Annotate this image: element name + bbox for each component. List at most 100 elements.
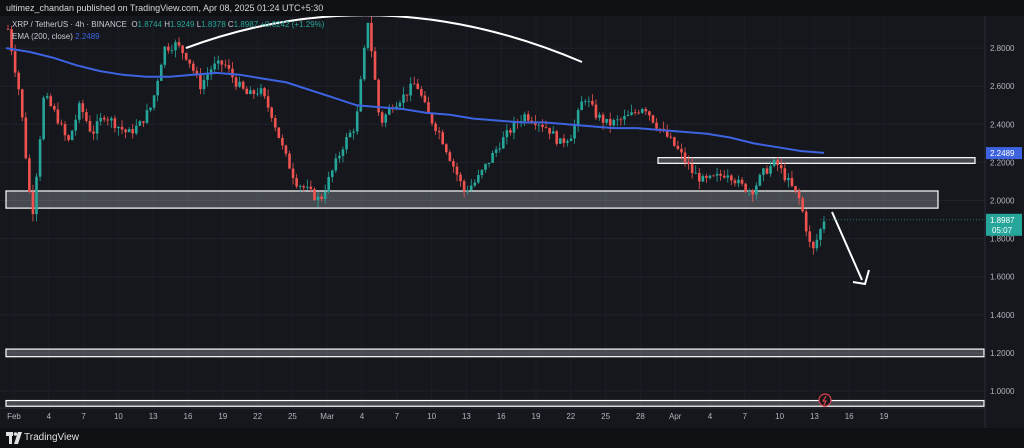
candle-body [220, 60, 224, 65]
candle-body [138, 121, 142, 126]
price-tick-label: 1.0000 [990, 387, 1015, 396]
candle-body [56, 109, 60, 124]
price-tick-label: 2.4000 [990, 120, 1015, 129]
high-value: 1.9249 [170, 20, 195, 29]
candle-body [13, 51, 17, 73]
candle-body [694, 172, 698, 174]
candle-body [726, 175, 730, 178]
price-badge [986, 213, 1022, 236]
candle-body [277, 127, 281, 139]
candle-body [812, 241, 815, 249]
candle-body [559, 138, 562, 144]
symbol-legend: XRP / TetherUS · 4h · BINANCE O1.8744 H1… [12, 20, 324, 29]
time-tick-label: 13 [149, 412, 158, 421]
candle-body [345, 137, 348, 150]
candle-body [434, 123, 437, 132]
candle-body [191, 63, 195, 71]
close-value: 1.8987 [233, 20, 259, 29]
candle-body [676, 145, 680, 149]
candle-body [683, 152, 687, 163]
footer-brand: TradingView [24, 432, 80, 443]
candle-body [63, 124, 67, 136]
candle-body [159, 64, 163, 81]
zone-1 [657, 157, 976, 164]
candle-body [484, 163, 487, 170]
candle-body [377, 79, 380, 113]
candle-body [779, 164, 783, 169]
candle-body [665, 129, 669, 137]
lightning-icon[interactable] [818, 393, 832, 407]
candle-body [238, 81, 241, 87]
time-tick-label: 4 [47, 412, 52, 421]
candle-body [790, 177, 794, 187]
time-tick-label: 19 [880, 412, 889, 421]
candle-body [134, 125, 138, 134]
candle-body [608, 118, 612, 126]
candle-body [263, 88, 266, 97]
candle-body [291, 168, 295, 179]
candle-body [480, 169, 484, 176]
candle-body [6, 29, 10, 30]
candle-body [462, 181, 466, 192]
candle-body [751, 190, 755, 195]
time-tick-label: 16 [845, 412, 854, 421]
candle-body [487, 162, 491, 164]
candle-body [623, 115, 626, 120]
candle-body [459, 174, 462, 182]
candle-body [373, 51, 377, 80]
candle-body [270, 107, 273, 119]
candle-body [338, 155, 341, 159]
candle-body [534, 122, 537, 125]
candle-body [819, 229, 822, 240]
zone-0 [5, 190, 939, 209]
candle-body [35, 176, 38, 215]
candle-body [209, 69, 213, 75]
candle-body [10, 29, 13, 52]
candle-body [288, 153, 291, 169]
candle-body [633, 112, 637, 114]
candle-body [281, 138, 284, 146]
candle-body [320, 196, 323, 199]
candle-body [708, 175, 712, 178]
candle-body [473, 182, 477, 186]
candle-body [380, 112, 384, 123]
time-tick-label: 13 [462, 412, 471, 421]
candle-body [245, 88, 249, 95]
footer-bar: TradingView [0, 428, 1024, 448]
candle-body [60, 123, 63, 125]
candle-body [491, 152, 494, 163]
candle-body [177, 42, 181, 46]
candle-body [387, 108, 391, 115]
candle-body [719, 173, 722, 176]
price-tick-label: 1.6000 [990, 273, 1015, 282]
candle-body [680, 148, 683, 153]
candle-body [85, 112, 88, 121]
candle-body [740, 179, 744, 184]
candle-body [601, 114, 605, 123]
time-tick-label: 7 [395, 412, 400, 421]
candle-body [444, 144, 448, 153]
time-tick-label: 16 [497, 412, 506, 421]
candle-body [701, 175, 705, 182]
time-tick-label: 10 [775, 412, 784, 421]
time-axis[interactable]: Feb 4 7 10 13 16 19 22 25 Mar 4 7 10 13 16 19 22 25 28 Apr 4… [0, 407, 985, 421]
candle-body [416, 83, 420, 90]
candle-body [202, 79, 206, 90]
candle-body [651, 115, 655, 123]
candle-body [794, 186, 797, 191]
candle-body [512, 122, 516, 133]
candle-body [95, 121, 99, 134]
candle-body [81, 103, 85, 113]
candle-body [163, 46, 167, 65]
price-chart[interactable]: 3.00002.80002.60002.40002.20002.00001.80… [0, 16, 1024, 428]
tradingview-logo-icon [6, 432, 22, 444]
candle-body [772, 159, 776, 166]
price-tick-label: 1.4000 [990, 311, 1015, 320]
candle-body [256, 93, 259, 95]
candle-body [110, 118, 113, 121]
candle-body [70, 130, 74, 141]
candle-body [580, 101, 583, 111]
candle-body [348, 132, 352, 138]
candle-body [747, 190, 751, 192]
candle-body [266, 96, 270, 108]
